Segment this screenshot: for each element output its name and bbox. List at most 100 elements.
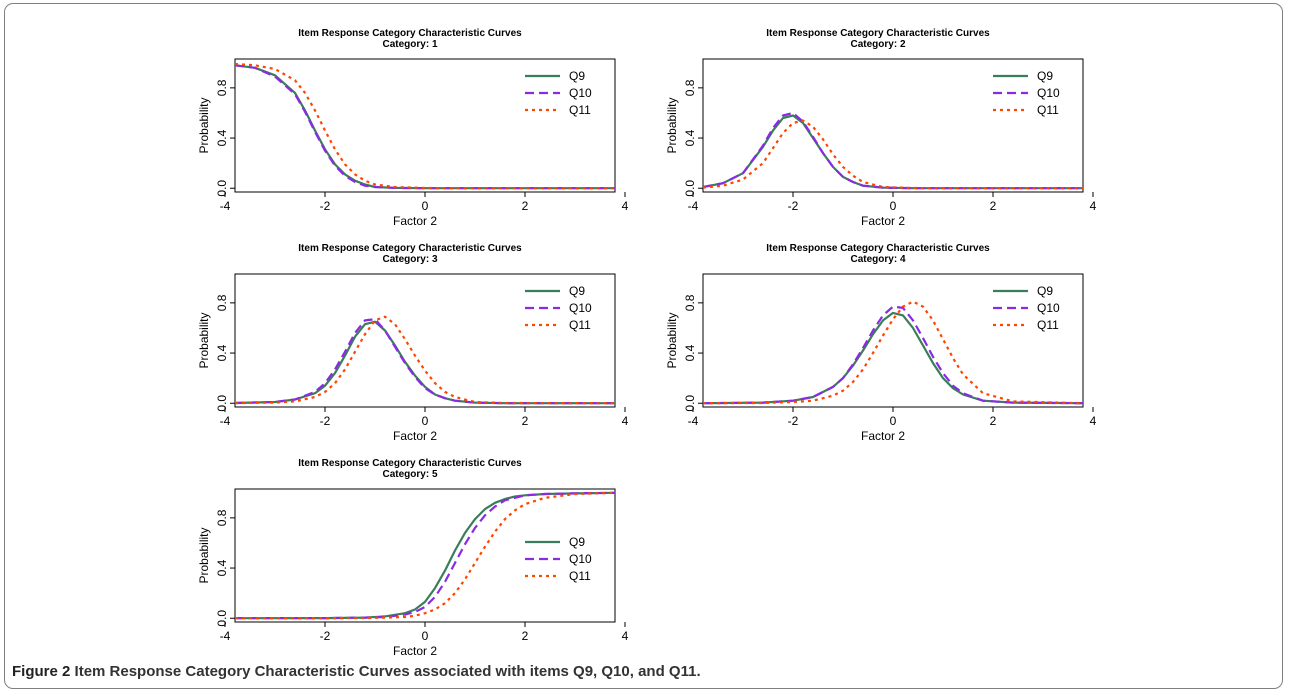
x-axis-label: Factor 2 bbox=[393, 644, 437, 658]
series-line-q11 bbox=[235, 315, 615, 405]
y-tick-label: 0.0 bbox=[215, 395, 229, 412]
y-axis-label: Probability bbox=[665, 97, 679, 153]
legend-label-q10: Q10 bbox=[569, 86, 592, 100]
legend-label-q11: Q11 bbox=[1037, 103, 1059, 117]
y-tick-label: 0.8 bbox=[683, 294, 697, 311]
x-tick-label: -2 bbox=[320, 414, 331, 428]
x-tick-label: -2 bbox=[788, 414, 799, 428]
x-tick-label: 2 bbox=[990, 414, 997, 428]
legend-label-q9: Q9 bbox=[569, 284, 585, 298]
legend-label-q9: Q9 bbox=[1037, 69, 1053, 83]
series-line-q10 bbox=[703, 305, 1083, 405]
legend-label-q9: Q9 bbox=[569, 69, 585, 83]
x-tick-label: 0 bbox=[422, 414, 429, 428]
y-axis-label: Probability bbox=[197, 97, 211, 153]
chart-subtitle: Category: 1 bbox=[382, 39, 437, 50]
series-line-q11 bbox=[235, 62, 615, 190]
x-tick-label: 2 bbox=[522, 414, 529, 428]
legend-label-q10: Q10 bbox=[1037, 301, 1060, 315]
x-tick-label: -4 bbox=[220, 414, 231, 428]
series-line-q10 bbox=[235, 64, 615, 190]
x-tick-label: -4 bbox=[220, 629, 231, 643]
figure-caption: Figure 2 Item Response Category Characte… bbox=[12, 663, 701, 680]
x-tick-label: 0 bbox=[422, 629, 429, 643]
series-line-q10 bbox=[235, 318, 615, 405]
x-tick-label: 0 bbox=[890, 199, 897, 213]
chart-title: Item Response Category Characteristic Cu… bbox=[298, 28, 522, 39]
x-tick-label: 4 bbox=[622, 199, 629, 213]
y-tick-label: 0.0 bbox=[215, 610, 229, 627]
chart-panel-category-4: Item Response Category Characteristic Cu… bbox=[665, 243, 1097, 443]
legend-label-q9: Q9 bbox=[1037, 284, 1053, 298]
series-line-q10 bbox=[703, 111, 1083, 190]
series-line-q10 bbox=[235, 491, 615, 620]
x-tick-label: 4 bbox=[1090, 199, 1097, 213]
chart-title: Item Response Category Characteristic Cu… bbox=[298, 458, 522, 469]
series-line-q9 bbox=[235, 491, 615, 620]
chart-title: Item Response Category Characteristic Cu… bbox=[298, 243, 522, 254]
x-tick-label: -4 bbox=[688, 199, 699, 213]
y-tick-label: 0.0 bbox=[683, 395, 697, 412]
figure-caption-text: Item Response Category Characteristic Cu… bbox=[74, 663, 701, 680]
legend-label-q10: Q10 bbox=[569, 301, 592, 315]
series-line-q9 bbox=[703, 114, 1083, 190]
legend-label-q10: Q10 bbox=[569, 552, 592, 566]
y-tick-label: 0.4 bbox=[215, 129, 229, 146]
x-tick-label: 0 bbox=[422, 199, 429, 213]
series-line-q9 bbox=[235, 64, 615, 190]
x-tick-label: 2 bbox=[990, 199, 997, 213]
x-axis-label: Factor 2 bbox=[861, 429, 905, 443]
y-tick-label: 0.8 bbox=[215, 294, 229, 311]
x-tick-label: -2 bbox=[320, 629, 331, 643]
x-tick-label: 4 bbox=[1090, 414, 1097, 428]
y-axis-label: Probability bbox=[197, 527, 211, 583]
x-tick-label: 4 bbox=[622, 414, 629, 428]
chart-panel-category-1: Item Response Category Characteristic Cu… bbox=[197, 28, 629, 228]
series-line-q9 bbox=[703, 311, 1083, 405]
y-tick-label: 0.0 bbox=[215, 180, 229, 197]
x-tick-label: 2 bbox=[522, 629, 529, 643]
y-tick-label: 0.4 bbox=[215, 344, 229, 361]
chart-subtitle: Category: 5 bbox=[382, 469, 437, 480]
y-tick-label: 0.4 bbox=[683, 129, 697, 146]
chart-panel-category-5: Item Response Category Characteristic Cu… bbox=[197, 458, 629, 658]
legend-label-q11: Q11 bbox=[1037, 318, 1059, 332]
chart-title: Item Response Category Characteristic Cu… bbox=[766, 243, 990, 254]
x-tick-label: 0 bbox=[890, 414, 897, 428]
x-axis-label: Factor 2 bbox=[861, 214, 905, 228]
legend-label-q10: Q10 bbox=[1037, 86, 1060, 100]
legend-label-q9: Q9 bbox=[569, 535, 585, 549]
x-tick-label: 4 bbox=[622, 629, 629, 643]
x-axis-label: Factor 2 bbox=[393, 429, 437, 443]
y-tick-label: 0.4 bbox=[215, 559, 229, 576]
chart-panel-category-3: Item Response Category Characteristic Cu… bbox=[197, 243, 629, 443]
y-tick-label: 0.8 bbox=[683, 79, 697, 96]
y-axis-label: Probability bbox=[665, 312, 679, 368]
chart-subtitle: Category: 4 bbox=[850, 254, 905, 265]
x-axis-label: Factor 2 bbox=[393, 214, 437, 228]
figure-frame: Item Response Category Characteristic Cu… bbox=[4, 3, 1283, 689]
series-line-q11 bbox=[235, 491, 615, 620]
legend-label-q11: Q11 bbox=[569, 318, 591, 332]
plot-box bbox=[234, 58, 616, 193]
y-axis-label: Probability bbox=[197, 312, 211, 368]
figure-label: Figure 2 bbox=[12, 663, 71, 680]
x-tick-label: -2 bbox=[320, 199, 331, 213]
series-line-q11 bbox=[703, 300, 1083, 405]
y-tick-label: 0.4 bbox=[683, 344, 697, 361]
x-tick-label: -4 bbox=[688, 414, 699, 428]
x-tick-label: -2 bbox=[788, 199, 799, 213]
legend-label-q11: Q11 bbox=[569, 569, 591, 583]
x-tick-label: 2 bbox=[522, 199, 529, 213]
legend-label-q11: Q11 bbox=[569, 103, 591, 117]
chart-panel-category-2: Item Response Category Characteristic Cu… bbox=[665, 28, 1097, 228]
plot-box bbox=[702, 58, 1084, 193]
chart-subtitle: Category: 3 bbox=[382, 254, 437, 265]
y-tick-label: 0.8 bbox=[215, 509, 229, 526]
series-line-q9 bbox=[235, 320, 615, 405]
series-line-q11 bbox=[703, 119, 1083, 190]
chart-subtitle: Category: 2 bbox=[850, 39, 905, 50]
plot-box bbox=[702, 273, 1084, 408]
y-tick-label: 0.8 bbox=[215, 79, 229, 96]
x-tick-label: -4 bbox=[220, 199, 231, 213]
